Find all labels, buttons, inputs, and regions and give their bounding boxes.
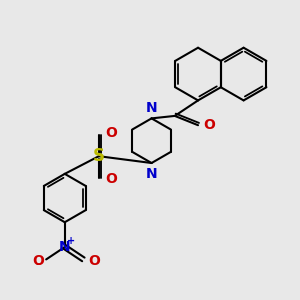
Text: O: O: [105, 126, 117, 140]
Text: N: N: [59, 240, 70, 254]
Text: -: -: [35, 258, 40, 271]
Text: N: N: [146, 167, 158, 181]
Text: O: O: [33, 254, 45, 268]
Text: N: N: [146, 101, 158, 115]
Text: O: O: [88, 254, 100, 268]
Text: S: S: [93, 147, 105, 165]
Text: O: O: [105, 172, 117, 186]
Text: +: +: [67, 236, 75, 246]
Text: O: O: [204, 118, 215, 132]
